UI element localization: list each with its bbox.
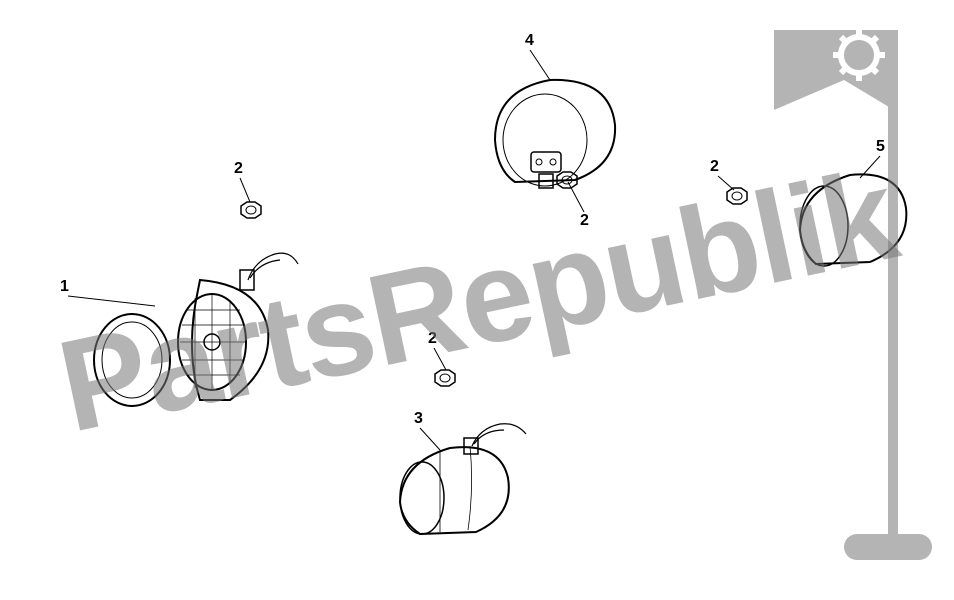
part-signal-front-right — [380, 420, 550, 560]
callout-number: 2 — [710, 158, 719, 176]
part-nut-2b — [552, 170, 582, 192]
watermark-flag — [764, 10, 934, 580]
callout-number: 2 — [234, 160, 243, 178]
callout-number: 1 — [60, 278, 69, 296]
part-nut-2c — [722, 186, 752, 208]
part-signal-front-left — [90, 250, 310, 420]
part-nut-2d — [430, 368, 460, 390]
callout-number: 2 — [580, 212, 589, 230]
diagram-canvas: 12422523 PartsRepublik — [0, 0, 954, 600]
callout-number: 3 — [414, 410, 423, 428]
part-nut-2a — [236, 200, 266, 222]
callout-number: 2 — [428, 330, 437, 348]
callout-number: 4 — [525, 32, 534, 50]
